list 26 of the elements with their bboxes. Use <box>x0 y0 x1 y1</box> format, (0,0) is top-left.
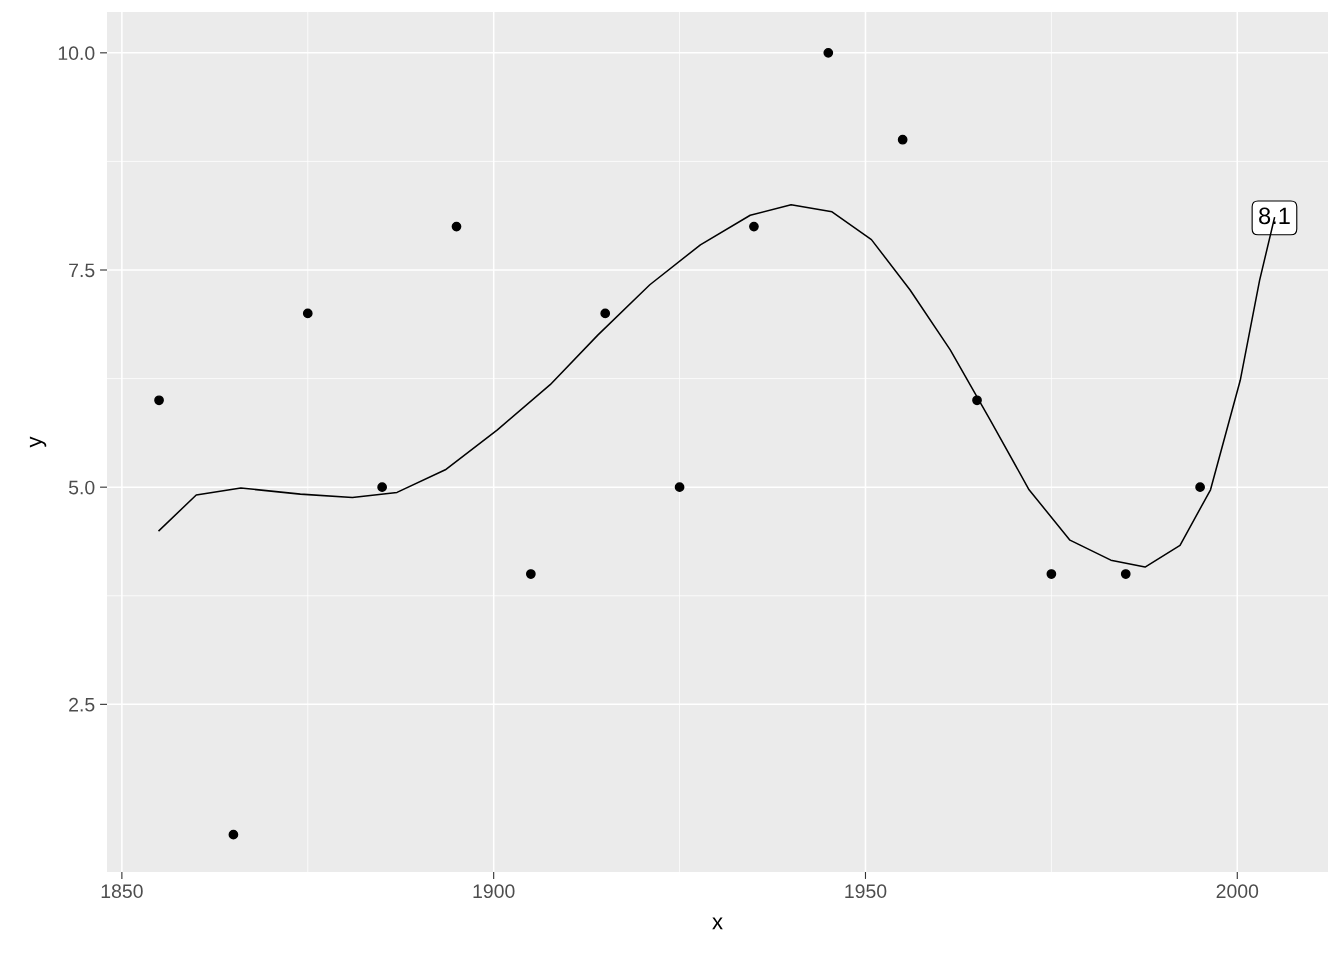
point <box>228 829 239 840</box>
y-tick-label: 7.5 <box>69 263 95 278</box>
x-tick-label: 2000 <box>1216 884 1259 899</box>
point <box>749 221 759 232</box>
point <box>600 308 611 319</box>
x-tick-label: 1850 <box>101 884 143 899</box>
x-tick-label: 1900 <box>473 884 515 899</box>
point <box>674 482 685 493</box>
point <box>302 308 313 319</box>
point <box>972 395 982 406</box>
y-tick-label: 5.0 <box>68 480 95 495</box>
point <box>154 395 164 406</box>
point <box>451 221 462 232</box>
annotation: 8.1 <box>1259 207 1290 225</box>
point <box>823 47 834 58</box>
y-tick-label: 2.5 <box>69 697 95 712</box>
x-axis-title: x <box>712 917 723 930</box>
point <box>1195 482 1205 493</box>
point <box>1120 569 1131 579</box>
point <box>1046 569 1057 579</box>
point <box>377 482 387 493</box>
x-tick-label: 1950 <box>845 884 887 899</box>
point <box>897 134 908 145</box>
y-axis-title: y <box>29 436 47 448</box>
y-tick-label: 10.0 <box>58 46 95 61</box>
point <box>525 569 536 579</box>
